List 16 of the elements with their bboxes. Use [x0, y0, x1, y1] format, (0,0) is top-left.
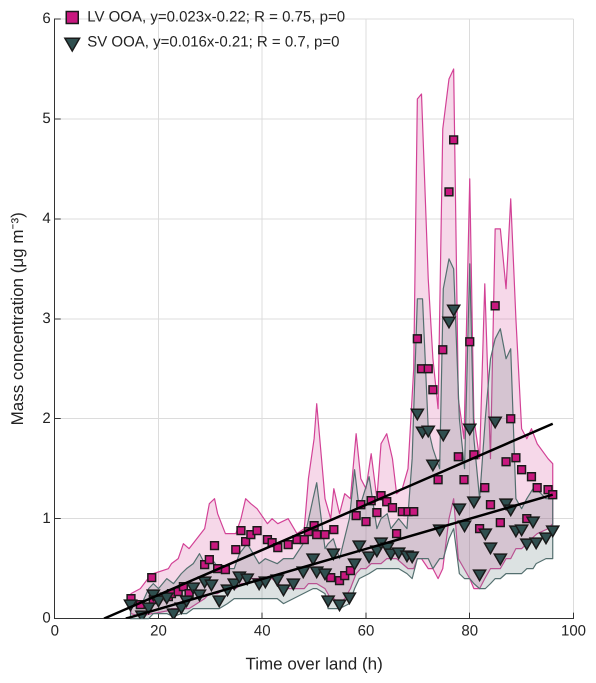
y-axis-title: Mass concentration (μg m⁻³) [8, 212, 27, 426]
x-tick-label: 20 [150, 622, 167, 640]
y-tick-label: 4 [42, 210, 51, 228]
x-tick-label: 80 [461, 622, 478, 640]
y-tick-label: 5 [42, 110, 51, 128]
x-tick-label: 60 [358, 622, 374, 640]
x-tick-label: 100 [560, 622, 586, 640]
legend-label: LV OOA, y=0.023x-0.22; R = 0.75, p=0 [87, 8, 346, 26]
y-tick-label: 6 [42, 10, 51, 28]
legend-label: SV OOA, y=0.016x-0.21; R = 0.7, p=0 [87, 34, 340, 51]
y-tick-label: 0 [42, 610, 51, 627]
y-tick-label: 2 [42, 410, 51, 427]
x-tick-label: 40 [254, 622, 271, 640]
y-tick-label: 1 [42, 510, 51, 527]
y-tick-label: 3 [42, 310, 51, 327]
x-axis-title: Time over land (h) [245, 654, 383, 674]
